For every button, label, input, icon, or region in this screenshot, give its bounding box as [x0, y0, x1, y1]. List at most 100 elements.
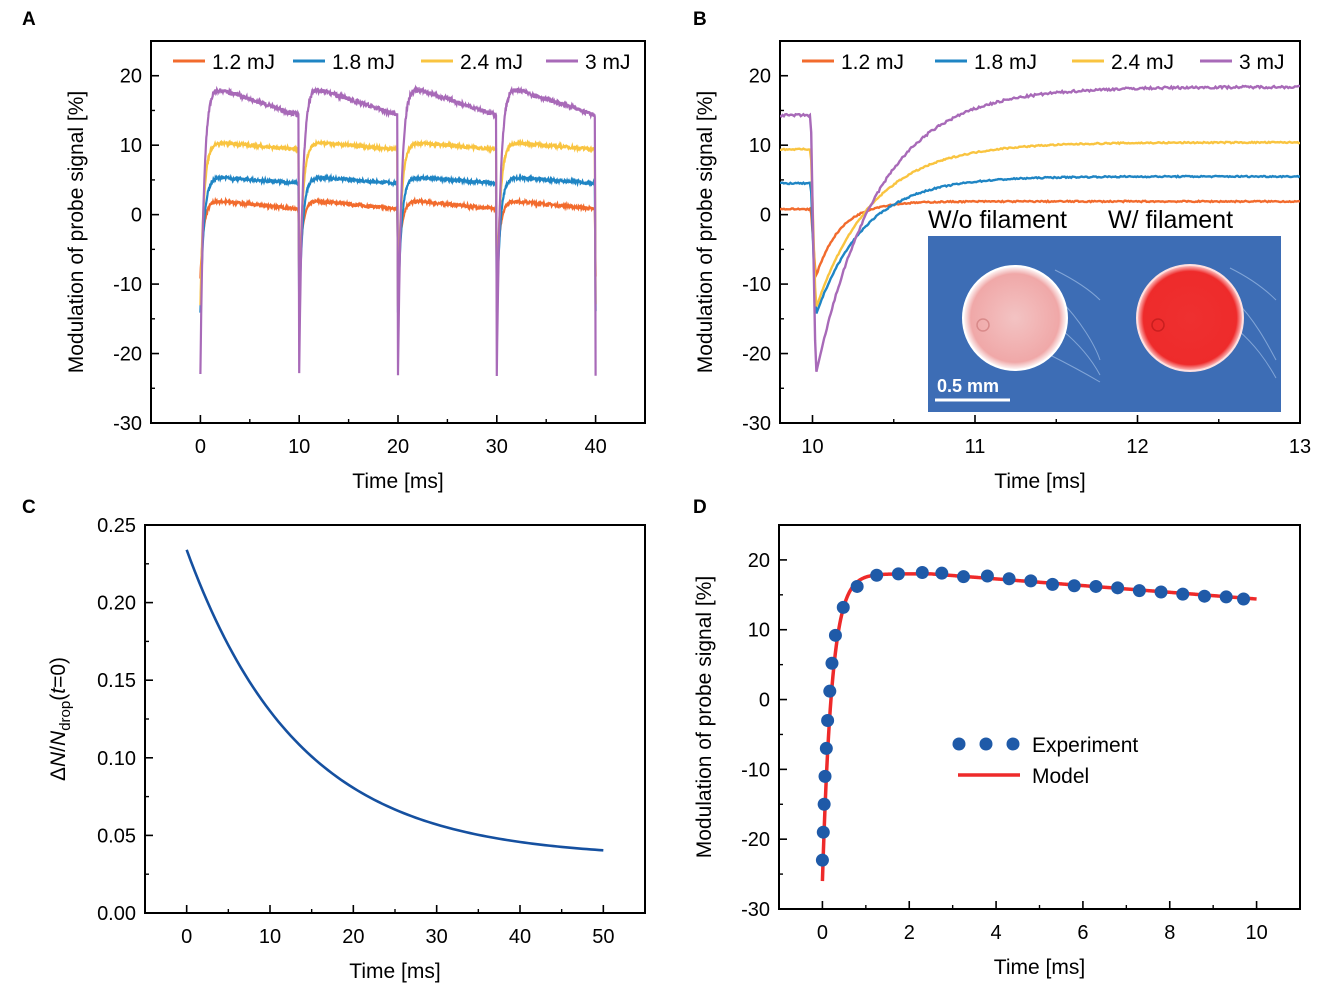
y-axis-title-part: =0): [47, 657, 70, 688]
legend-experiment-marker: [979, 737, 993, 751]
legend-label: 1.2 mJ: [841, 51, 904, 74]
experiment-point: [821, 713, 835, 727]
experiment-point: [1219, 590, 1233, 604]
experiment-point: [818, 769, 832, 783]
experiment-point: [1154, 585, 1168, 599]
y-axis-title: Modulation of probe signal [%]: [693, 576, 716, 859]
legend-label: 1.8 mJ: [974, 51, 1037, 74]
experiment-point: [817, 797, 831, 811]
legend-label: 2.4 mJ: [1111, 51, 1174, 74]
legend-experiment-marker: [1006, 737, 1020, 751]
experiment-point: [915, 565, 929, 579]
experiment-point: [815, 853, 829, 867]
filament-inset: W/o filament W/ filament 0.5 mm: [928, 206, 1281, 412]
experiment-point: [957, 570, 971, 584]
y-tick-label: 0.10: [97, 748, 136, 770]
legend-label: 2.4 mJ: [460, 51, 523, 74]
experiment-point: [1237, 592, 1251, 606]
y-tick-label: 0: [760, 205, 771, 227]
x-axis-title: Time [ms]: [994, 470, 1085, 493]
y-axis-title-part: N: [47, 730, 70, 746]
x-tick-label: 0: [181, 926, 192, 948]
series-group: [780, 84, 1300, 372]
x-tick-label: 40: [509, 926, 531, 948]
droplet-without-filament-feature: [976, 318, 990, 332]
experiment-point: [819, 741, 833, 755]
x-tick-label: 40: [584, 436, 606, 458]
experiment-point: [816, 825, 830, 839]
droplet-with-filament-feature: [1151, 318, 1165, 332]
experiment-point: [850, 579, 864, 593]
y-tick-label: 20: [748, 550, 770, 572]
series-group: [199, 84, 597, 376]
y-axis-title: Modulation of probe signal [%]: [65, 91, 88, 374]
panel-label-b: B: [693, 9, 707, 30]
x-tick-label: 20: [387, 436, 409, 458]
experiment-point: [1024, 574, 1038, 588]
x-tick-label: 8: [1164, 922, 1175, 944]
experiment-point: [1197, 589, 1211, 603]
y-tick-label: 0.05: [97, 825, 136, 847]
legend-experiment-marker: [952, 737, 966, 751]
plot-frame: [144, 524, 646, 914]
y-axis-title-part: drop: [57, 701, 74, 731]
series-line-3mJ: [780, 84, 1300, 372]
experiment-point: [870, 568, 884, 582]
experiment-point: [891, 567, 905, 581]
droplet-without-filament: [962, 265, 1068, 371]
x-tick-label: 30: [426, 926, 448, 948]
x-axis-title: Time [ms]: [994, 956, 1085, 979]
x-tick-label: 12: [1126, 436, 1148, 458]
experiment-point: [1132, 584, 1146, 598]
experiment-point: [825, 656, 839, 670]
x-tick-label: 50: [592, 926, 614, 948]
x-tick-label: 10: [801, 436, 823, 458]
y-tick-label: -20: [742, 344, 771, 366]
y-tick-label: -30: [742, 413, 771, 435]
droplet-with-filament: [1136, 264, 1244, 372]
y-axis-title-part: (: [47, 694, 70, 701]
inset-title-without-filament: W/o filament: [928, 206, 1067, 234]
experiment-point: [1067, 579, 1081, 593]
y-tick-label: 0.00: [97, 903, 136, 925]
x-tick-label: 6: [1077, 922, 1088, 944]
y-axis-title: ΔN/Ndrop(t=0): [47, 657, 74, 781]
y-tick-label: -10: [742, 274, 771, 296]
x-tick-label: 13: [1289, 436, 1311, 458]
y-tick-label: 0.20: [97, 593, 136, 615]
series-line-3mJ: [199, 84, 597, 376]
inset-streaks: [1049, 267, 1277, 383]
y-tick-label: -20: [113, 344, 142, 366]
experiment-point: [828, 628, 842, 642]
experiment-point: [1002, 572, 1016, 586]
experiment-point: [1111, 581, 1125, 595]
series-group: [815, 565, 1257, 882]
scale-bar-label: 0.5 mm: [937, 376, 999, 396]
plot-frame: [779, 40, 1301, 424]
y-tick-label: -20: [741, 829, 770, 851]
panel-d-chart: 0 2 4 6 8 10 -30 -20 -10 0 10 20 Time [ms] Modulation…: [693, 524, 1301, 979]
legend-label: 3 mJ: [1239, 51, 1285, 74]
experiment-point: [836, 600, 850, 614]
y-tick-label: -10: [741, 759, 770, 781]
y-axis-title-part: N: [47, 751, 70, 767]
series-line-24mJ: [780, 140, 1300, 307]
y-axis-title-part: t: [47, 687, 70, 694]
y-tick-label: 10: [749, 135, 771, 157]
experiment-point: [1046, 577, 1060, 591]
legend-label-model: Model: [1032, 765, 1089, 788]
y-tick-label: 0: [131, 205, 142, 227]
y-tick-label: 0: [759, 690, 770, 712]
experiment-point: [823, 684, 837, 698]
panel-label-a: A: [22, 9, 36, 30]
experiment-point: [980, 569, 994, 583]
y-tick-label: 20: [749, 66, 771, 88]
inset-title-with-filament: W/ filament: [1108, 206, 1233, 234]
y-axis-title-part: /: [47, 746, 70, 752]
x-tick-label: 2: [904, 922, 915, 944]
y-tick-label: 10: [120, 135, 142, 157]
y-tick-label: -30: [113, 413, 142, 435]
legend-label: 3 mJ: [585, 51, 631, 74]
legend-label: 1.2 mJ: [212, 51, 275, 74]
legend-label: 1.8 mJ: [332, 51, 395, 74]
